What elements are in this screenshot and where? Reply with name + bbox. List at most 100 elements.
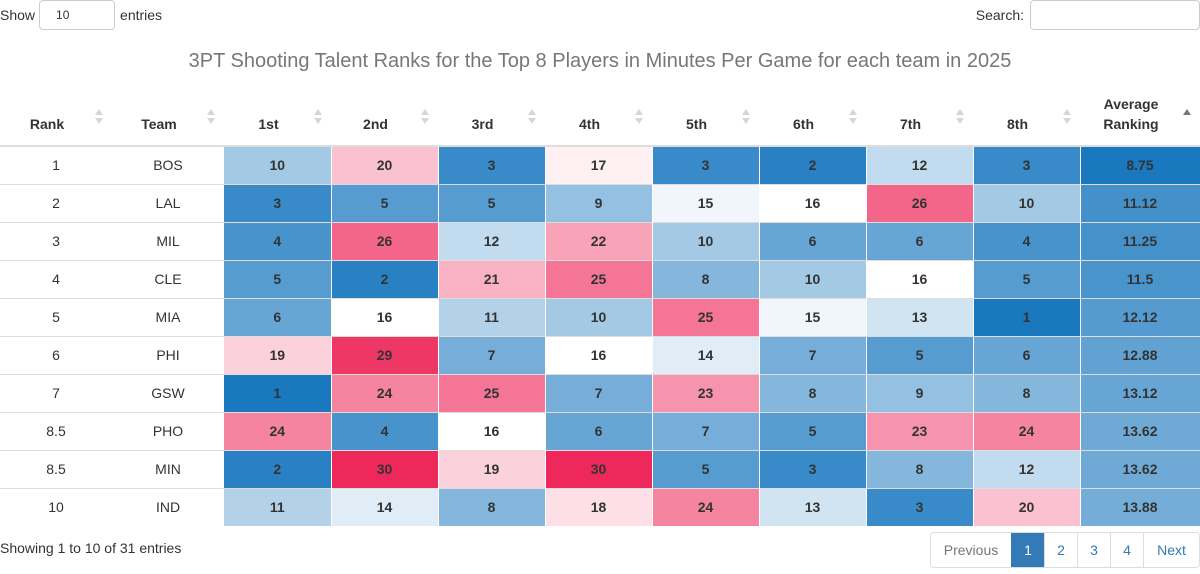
player-rank-cell: 9 xyxy=(545,183,653,222)
player-rank-cell: 24 xyxy=(224,411,332,450)
search-input[interactable] xyxy=(1030,0,1200,30)
player-rank-cell: 10 xyxy=(973,183,1081,222)
column-header-label: 6th xyxy=(793,116,814,132)
player-rank-cell: 14 xyxy=(652,335,760,374)
player-rank-cell: 16 xyxy=(438,411,546,450)
page-button-1[interactable]: 1 xyxy=(1011,533,1044,567)
average-ranking-cell: 13.62 xyxy=(1080,449,1200,488)
player-rank-cell: 22 xyxy=(545,221,653,260)
table-row: 7 GSW 1 24 25 7 23 8 9 8 13.12 xyxy=(0,373,1200,412)
page-button-3[interactable]: 3 xyxy=(1077,533,1110,567)
next-page-button[interactable]: Next xyxy=(1143,533,1199,567)
table-row: 6 PHI 19 29 7 16 14 7 5 6 12.88 xyxy=(0,335,1200,374)
player-rank-cell: 5 xyxy=(652,449,760,488)
sort-arrows-icon xyxy=(420,107,430,127)
player-rank-cell: 8 xyxy=(652,259,760,298)
player-rank-cell: 4 xyxy=(224,221,332,260)
player-rank-cell: 5 xyxy=(973,259,1081,298)
page-button-2[interactable]: 2 xyxy=(1044,533,1077,567)
player-rank-cell: 8 xyxy=(438,487,546,526)
player-rank-cell: 10 xyxy=(224,145,332,184)
rank-cell: 1 xyxy=(0,145,112,184)
player-rank-cell: 25 xyxy=(545,259,653,298)
column-header-label: Rank xyxy=(29,116,65,132)
sort-arrows-icon xyxy=(741,107,751,127)
sort-arrows-icon xyxy=(955,107,965,127)
sort-arrows-icon xyxy=(634,107,644,127)
table-row: 8.5 MIN 2 30 19 30 5 3 8 12 13.62 xyxy=(0,449,1200,488)
previous-page-button[interactable]: Previous xyxy=(931,533,1011,567)
table-controls: Show 10 entries Search: xyxy=(0,0,1200,32)
rank-cell: 5 xyxy=(0,297,112,336)
player-rank-cell: 24 xyxy=(973,411,1081,450)
average-ranking-cell: 12.12 xyxy=(1080,297,1200,336)
player-rank-cell: 12 xyxy=(866,145,974,184)
column-header-rank[interactable]: Rank xyxy=(0,88,112,147)
player-rank-cell: 2 xyxy=(224,449,332,488)
show-label: Show xyxy=(0,7,36,23)
player-rank-cell: 12 xyxy=(973,449,1081,488)
player-rank-cell: 20 xyxy=(331,145,439,184)
player-rank-cell: 7 xyxy=(652,411,760,450)
player-rank-cell: 7 xyxy=(759,335,867,374)
player-rank-cell: 24 xyxy=(331,373,439,412)
player-rank-cell: 23 xyxy=(866,411,974,450)
column-header-average-ranking[interactable]: Average Ranking xyxy=(1080,88,1200,147)
player-rank-cell: 19 xyxy=(438,449,546,488)
team-cell: BOS xyxy=(112,145,224,184)
rank-cell: 2 xyxy=(0,183,112,222)
rank-cell: 4 xyxy=(0,259,112,298)
player-rank-cell: 5 xyxy=(759,411,867,450)
column-header-2nd[interactable]: 2nd xyxy=(331,88,438,147)
table-row: 10 IND 11 14 8 18 24 13 3 20 13.88 xyxy=(0,487,1200,526)
average-ranking-cell: 11.25 xyxy=(1080,221,1200,260)
average-ranking-cell: 13.62 xyxy=(1080,411,1200,450)
table-row: 2 LAL 3 5 5 9 15 16 26 10 11.12 xyxy=(0,183,1200,222)
column-header-7th[interactable]: 7th xyxy=(866,88,973,147)
player-rank-cell: 15 xyxy=(652,183,760,222)
player-rank-cell: 3 xyxy=(224,183,332,222)
player-rank-cell: 13 xyxy=(759,487,867,526)
team-cell: IND xyxy=(112,487,224,526)
player-rank-cell: 15 xyxy=(759,297,867,336)
player-rank-cell: 10 xyxy=(652,221,760,260)
column-header-label: 8th xyxy=(1007,116,1028,132)
entries-per-page-select[interactable]: 10 xyxy=(39,0,116,30)
player-rank-cell: 10 xyxy=(545,297,653,336)
team-cell: MIN xyxy=(112,449,224,488)
rank-cell: 3 xyxy=(0,221,112,260)
player-rank-cell: 10 xyxy=(759,259,867,298)
column-header-label: 3rd xyxy=(471,116,494,132)
player-rank-cell: 4 xyxy=(331,411,439,450)
player-rank-cell: 8 xyxy=(973,373,1081,412)
player-rank-cell: 6 xyxy=(224,297,332,336)
column-header-6th[interactable]: 6th xyxy=(759,88,866,147)
player-rank-cell: 7 xyxy=(545,373,653,412)
player-rank-cell: 3 xyxy=(973,145,1081,184)
header-row: Rank Team 1st 2nd 3rd 4th 5th 6th 7th 8th Average … xyxy=(0,88,1200,147)
column-header-4th[interactable]: 4th xyxy=(545,88,652,147)
player-rank-cell: 30 xyxy=(331,449,439,488)
player-rank-cell: 3 xyxy=(652,145,760,184)
team-cell: GSW xyxy=(112,373,224,412)
column-header-team[interactable]: Team xyxy=(112,88,224,147)
rank-cell: 8.5 xyxy=(0,411,112,450)
column-header-3rd[interactable]: 3rd xyxy=(438,88,545,147)
column-header-1st[interactable]: 1st xyxy=(224,88,331,147)
rank-cell: 7 xyxy=(0,373,112,412)
player-rank-cell: 5 xyxy=(331,183,439,222)
table-caption: 3PT Shooting Talent Ranks for the Top 8 … xyxy=(188,50,1012,72)
table-row: 1 BOS 10 20 3 17 3 2 12 3 8.75 xyxy=(0,145,1200,184)
column-header-5th[interactable]: 5th xyxy=(652,88,759,147)
sort-arrows-icon xyxy=(206,107,216,127)
page-button-4[interactable]: 4 xyxy=(1110,533,1143,567)
sort-arrows-icon xyxy=(313,107,323,127)
player-rank-cell: 11 xyxy=(224,487,332,526)
player-rank-cell: 16 xyxy=(331,297,439,336)
column-header-8th[interactable]: 8th xyxy=(973,88,1080,147)
player-rank-cell: 3 xyxy=(866,487,974,526)
pagination: Previous 1 2 3 4 Next xyxy=(930,532,1200,568)
search-label: Search: xyxy=(975,7,1024,23)
player-rank-cell: 6 xyxy=(866,221,974,260)
team-cell: LAL xyxy=(112,183,224,222)
